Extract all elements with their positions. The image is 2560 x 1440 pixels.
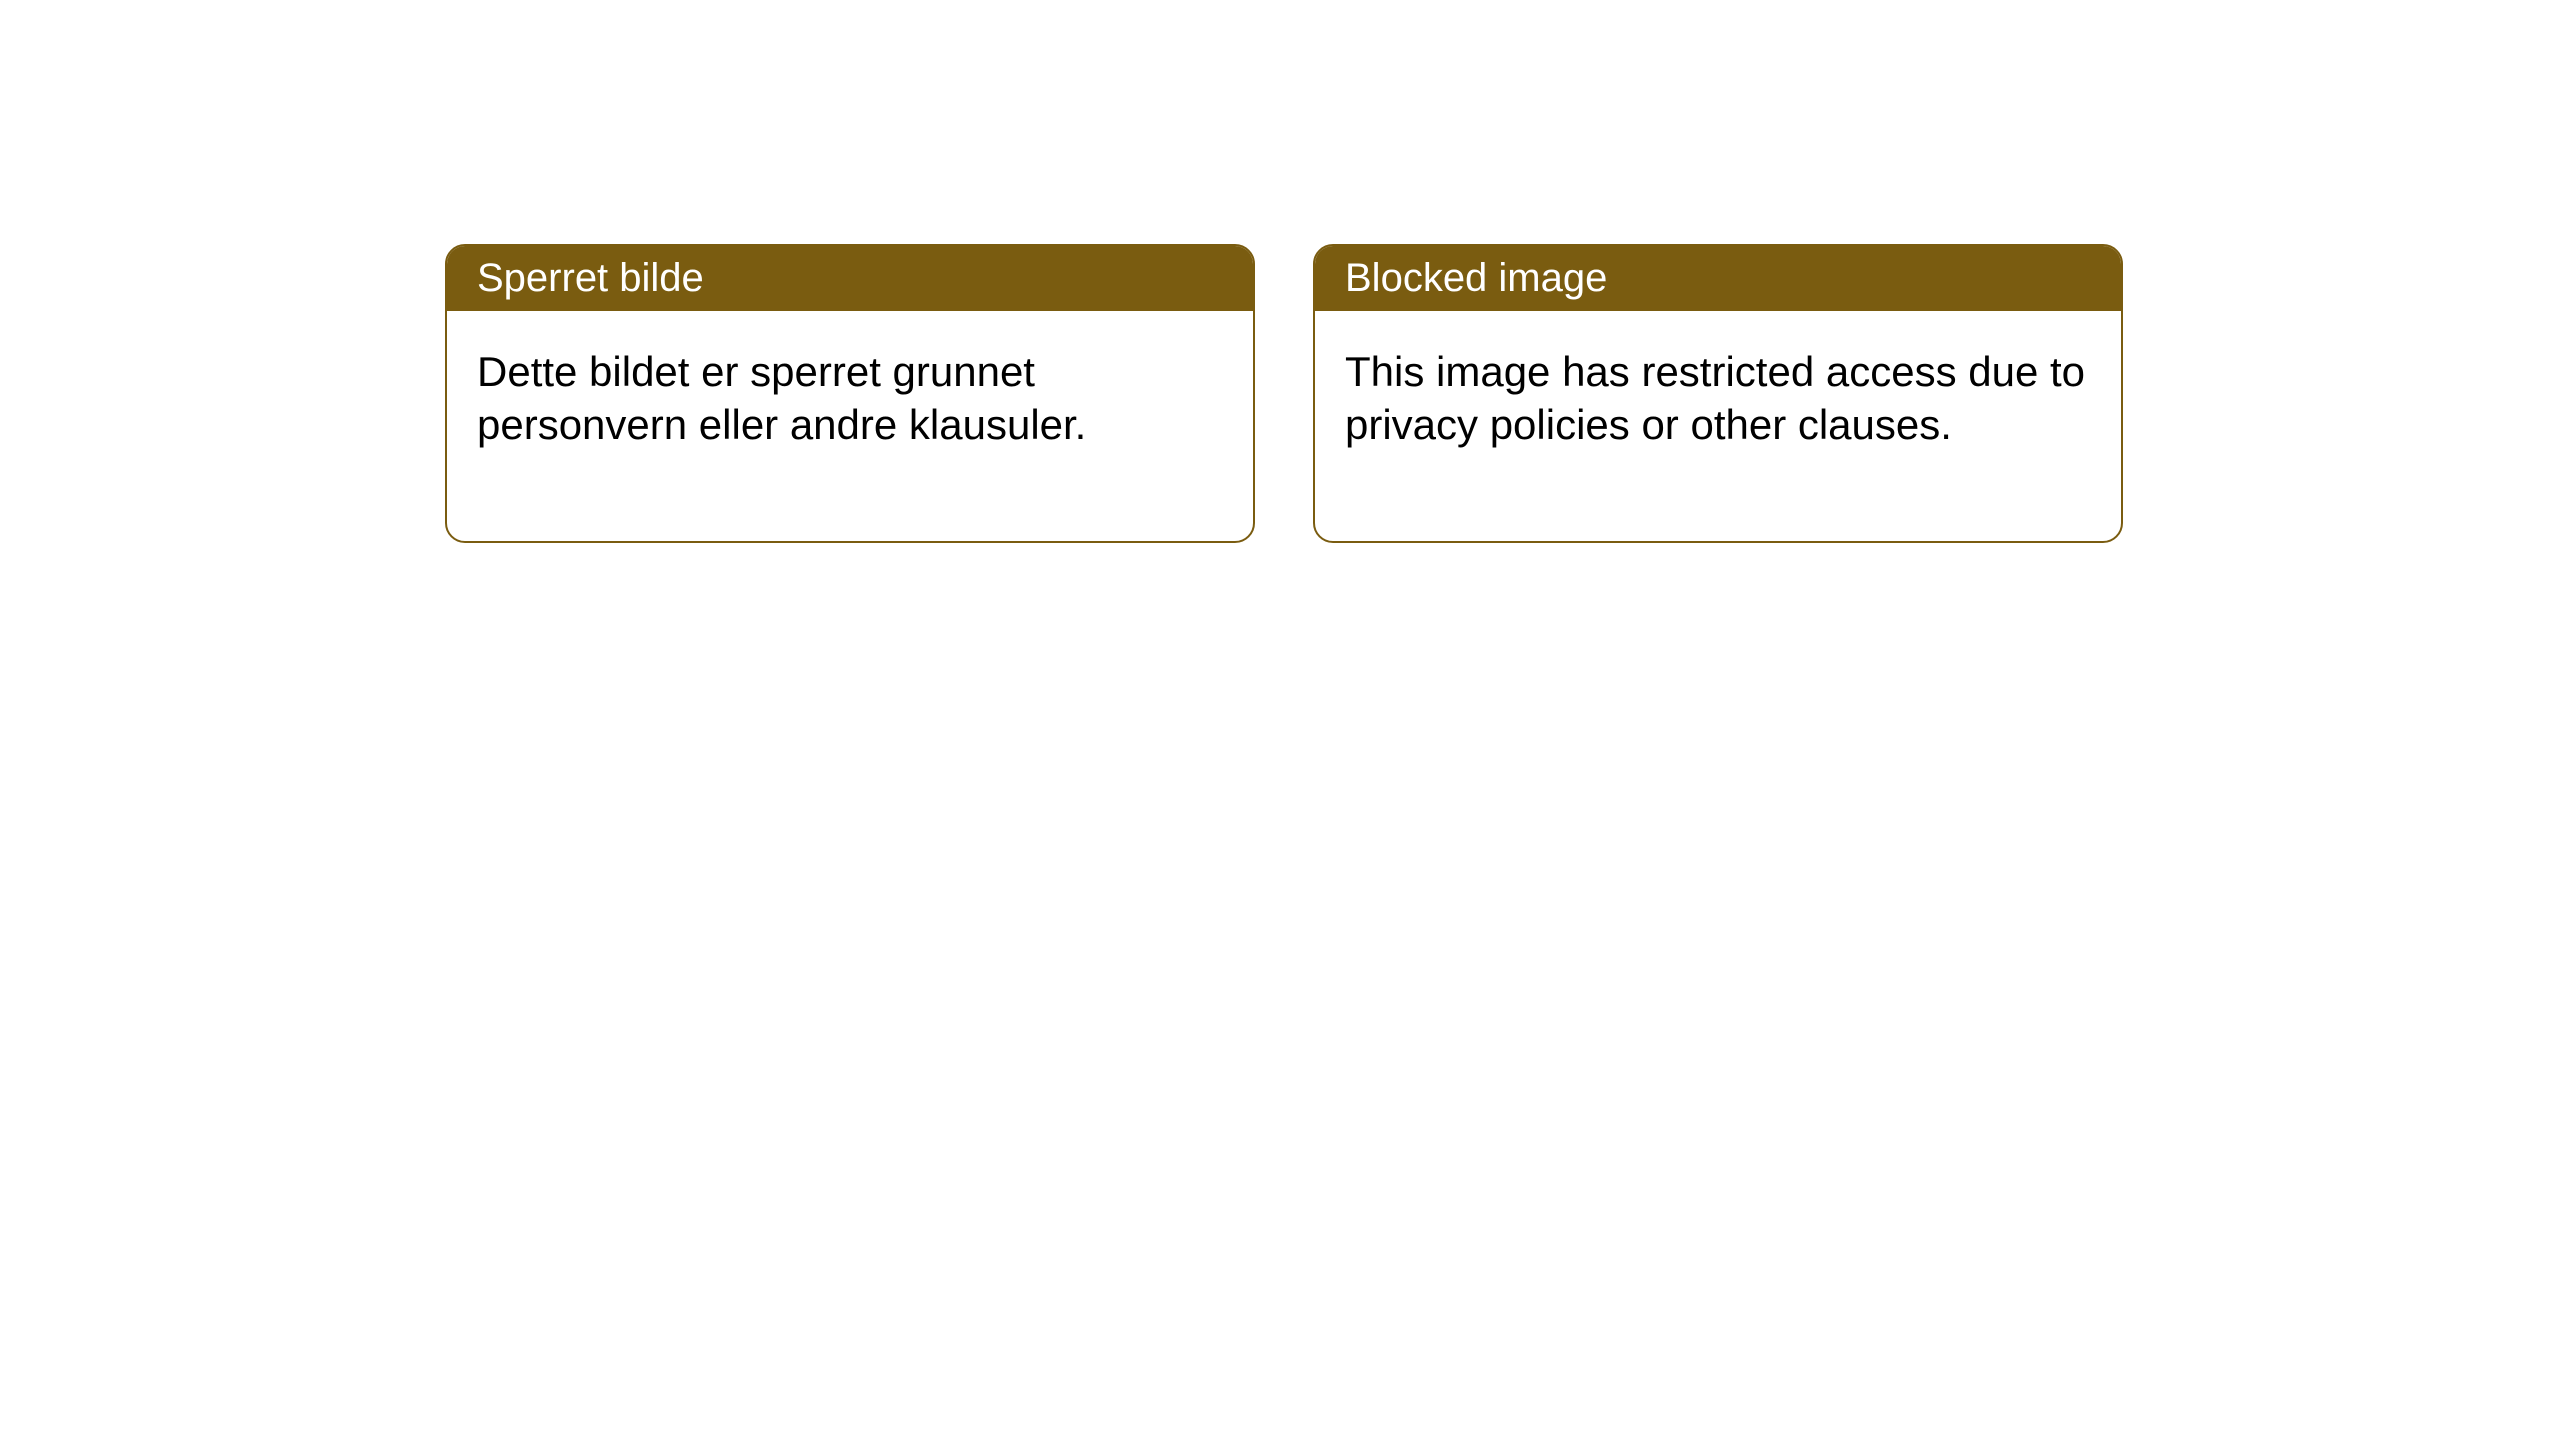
notice-container: Sperret bilde Dette bildet er sperret gr… [445, 244, 2123, 543]
notice-card-norwegian: Sperret bilde Dette bildet er sperret gr… [445, 244, 1255, 543]
card-body-text: Dette bildet er sperret grunnet personve… [477, 348, 1086, 448]
card-body: This image has restricted access due to … [1315, 311, 2121, 541]
card-header: Blocked image [1315, 246, 2121, 311]
notice-card-english: Blocked image This image has restricted … [1313, 244, 2123, 543]
card-title: Sperret bilde [477, 256, 704, 300]
card-header: Sperret bilde [447, 246, 1253, 311]
card-body-text: This image has restricted access due to … [1345, 348, 2085, 448]
card-body: Dette bildet er sperret grunnet personve… [447, 311, 1253, 541]
card-title: Blocked image [1345, 256, 1607, 300]
